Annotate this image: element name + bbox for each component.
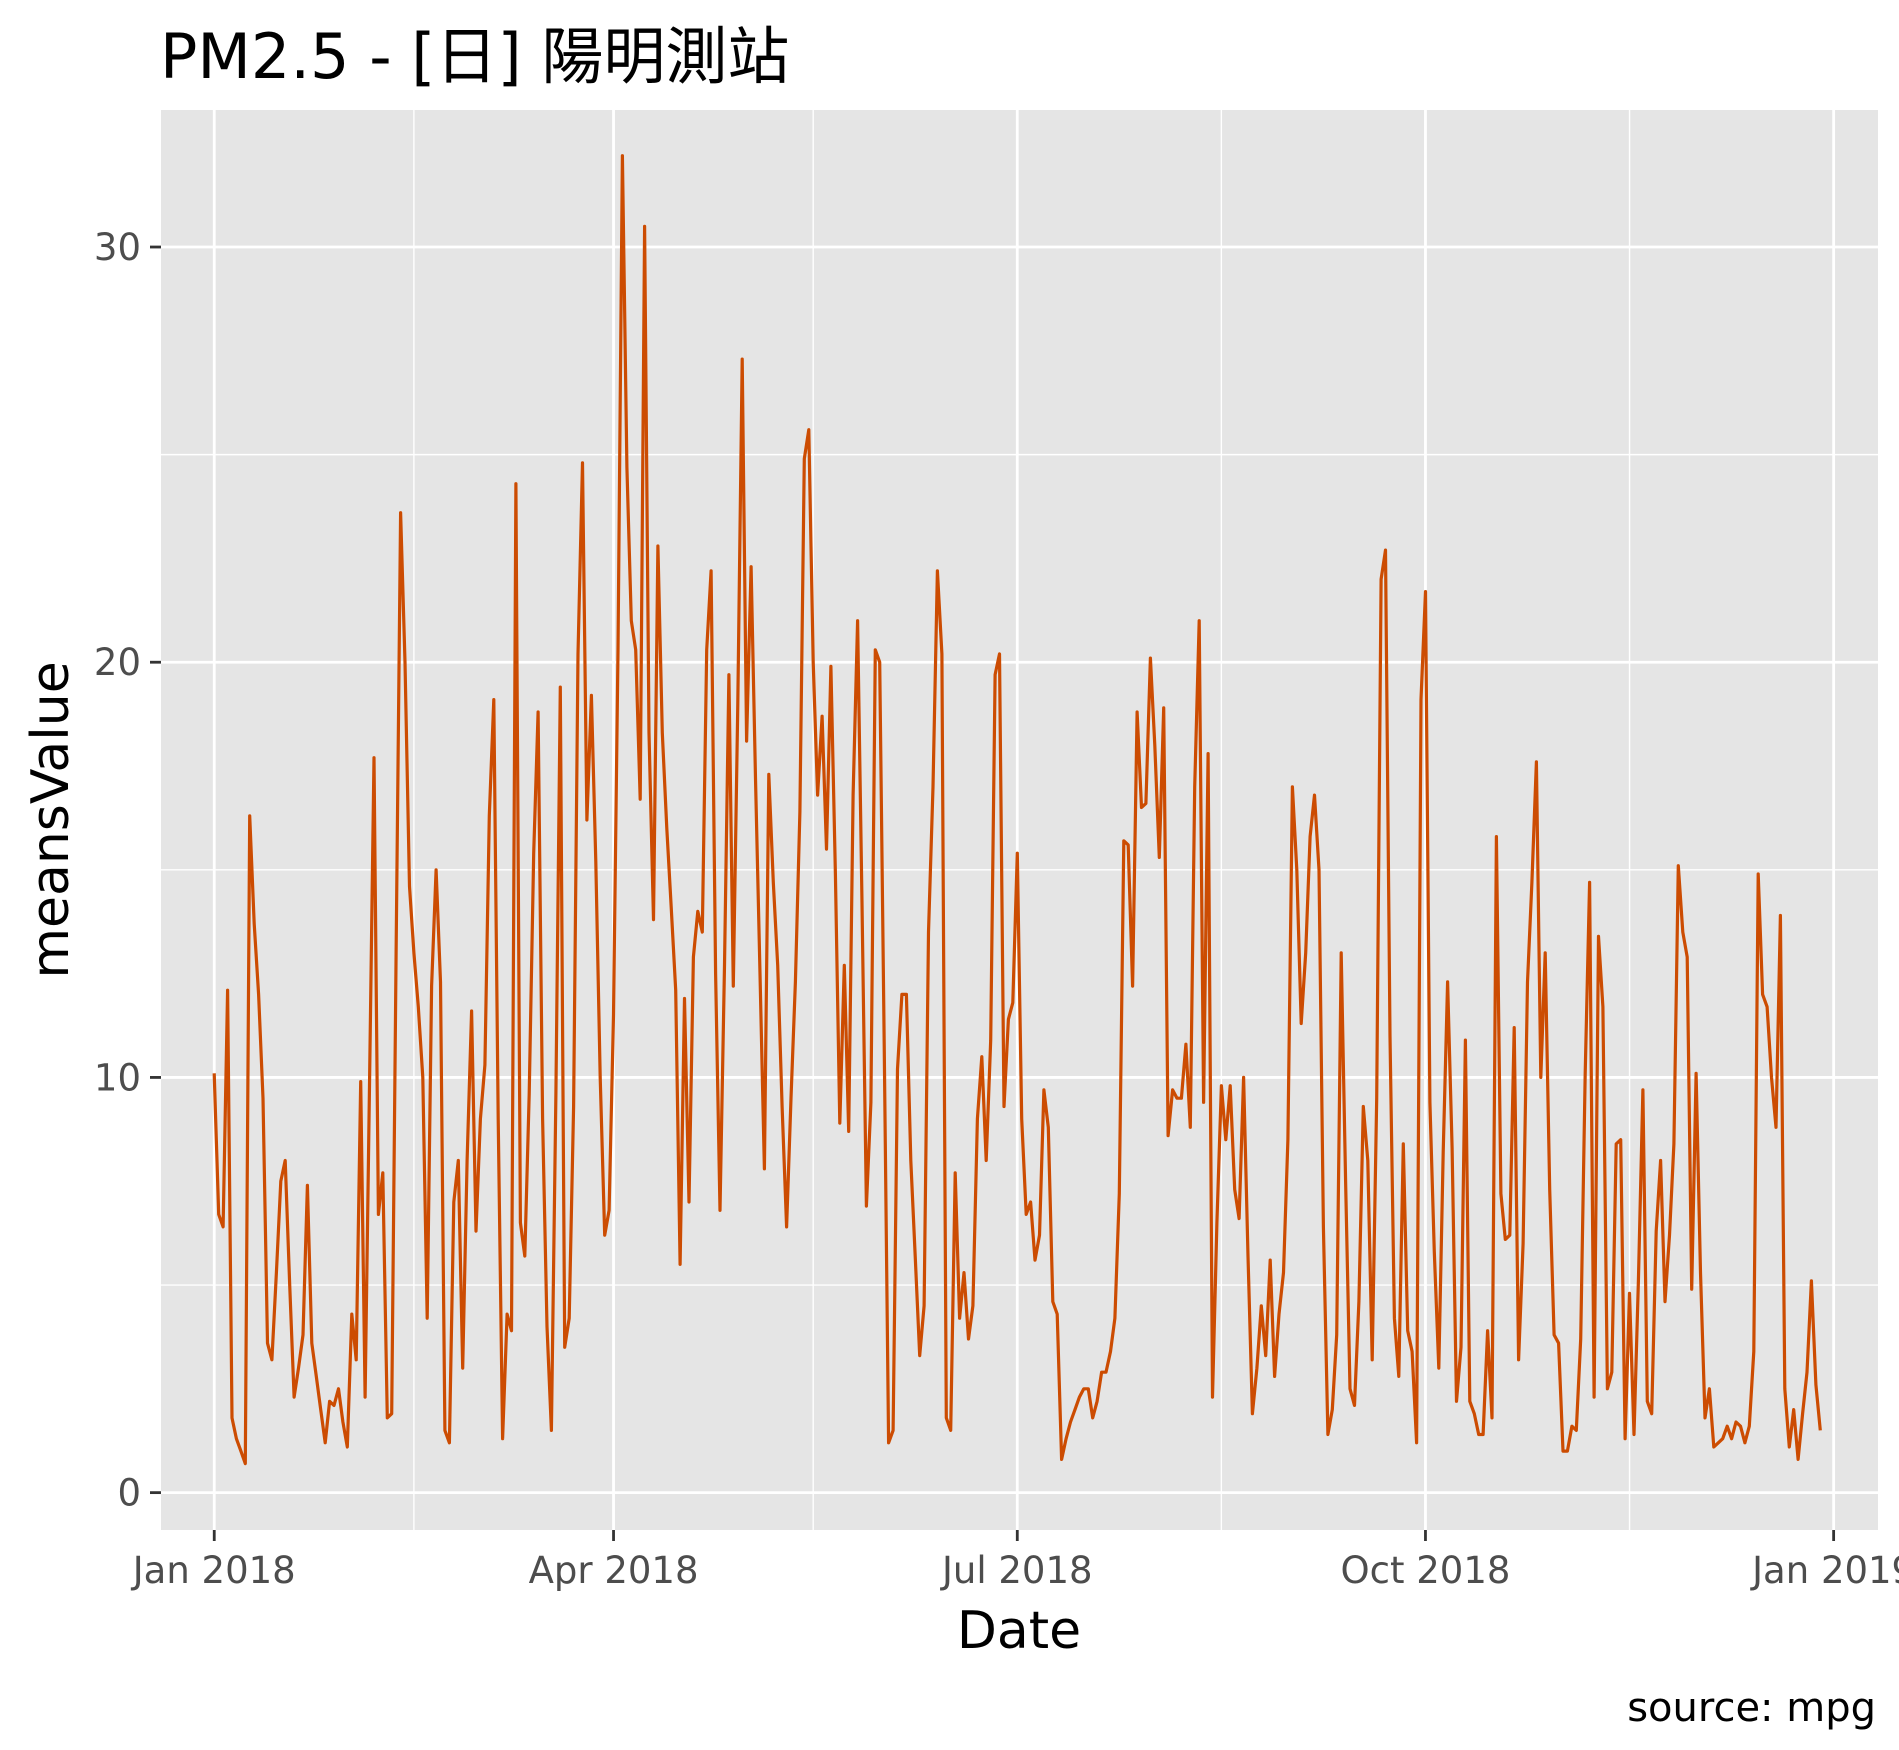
minor-gridlines [161,110,1878,1530]
y-tick-label: 20 [94,641,141,684]
y-tick-label: 10 [94,1056,141,1099]
x-axis: Jan 2018 Apr 2018 Jul 2018 Oct 2018 Jan 2019 [131,1530,1899,1592]
y-axis: 0 10 20 30 [94,226,161,1515]
y-tick-label: 0 [117,1472,141,1515]
chart-title: PM2.5 - [日] 陽明測站 [160,20,789,93]
x-tick-label: Jan 2019 [1750,1549,1899,1592]
pm25-series-line [212,154,1822,1466]
x-tick-label: Jul 2018 [940,1549,1093,1592]
x-tick-label: Apr 2018 [529,1549,699,1592]
source-caption: source: mpg [1627,1685,1876,1731]
y-axis-title: meansValue [21,661,81,978]
plot-panel [161,110,1878,1530]
x-axis-title: Date [957,1601,1081,1661]
y-tick-label: 30 [94,226,141,269]
x-tick-label: Oct 2018 [1341,1549,1511,1592]
x-tick-label: Jan 2018 [131,1549,296,1592]
